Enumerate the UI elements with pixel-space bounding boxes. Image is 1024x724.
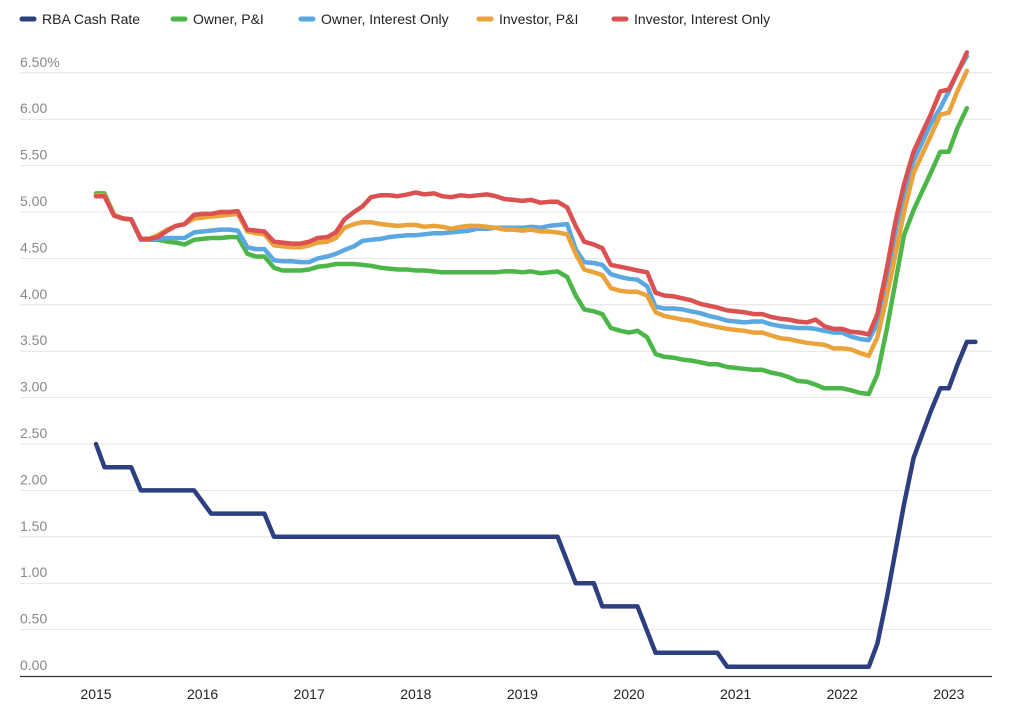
y-tick-label: 3.50: [20, 332, 47, 348]
x-tick-label: 2019: [507, 686, 538, 702]
y-axis-tick-labels: 0.00 0.50 1.00 1.50 2.00 2.50 3.00 3.50 4.00 4.50…: [20, 54, 60, 673]
y-tick-label: 1.50: [20, 518, 47, 534]
y-tick-label: 5.00: [20, 193, 47, 209]
series-line-owner-interest-only: [93, 53, 970, 343]
series-line-rba-cash-rate: [93, 339, 978, 669]
y-tick-label: 4.50: [20, 239, 47, 255]
y-tick-label: 6.50%: [20, 54, 60, 70]
legend-label: Investor, Interest Only: [634, 11, 770, 27]
legend-label: Investor, P&I: [499, 11, 578, 27]
y-tick-label: 0.00: [20, 657, 47, 673]
series-line-owner-p-i: [93, 105, 970, 397]
x-tick-label: 2016: [187, 686, 218, 702]
legend: RBA Cash Rate Owner, P&I Owner, Interest O…: [19, 11, 770, 27]
gridlines: [20, 72, 992, 631]
x-axis-tick-labels: 2015 2016 2017 2018 2019 2020 2021 2022 2023: [80, 686, 964, 702]
legend-label: RBA Cash Rate: [42, 11, 140, 27]
x-tick-label: 2023: [933, 686, 964, 702]
x-tick-label: 2020: [613, 686, 644, 702]
legend-label: Owner, Interest Only: [321, 11, 449, 27]
y-tick-label: 1.00: [20, 564, 47, 580]
x-tick-label: 2021: [720, 686, 751, 702]
x-tick-label: 2022: [827, 686, 858, 702]
y-tick-label: 3.00: [20, 379, 47, 395]
y-tick-label: 6.00: [20, 100, 47, 116]
y-tick-label: 0.50: [20, 611, 47, 627]
y-tick-label: 4.00: [20, 286, 47, 302]
y-tick-label: 2.50: [20, 425, 47, 441]
series-lines: [93, 50, 978, 669]
legend-label: Owner, P&I: [193, 11, 264, 27]
x-tick-label: 2015: [80, 686, 111, 702]
series-line-investor-interest-only: [93, 50, 970, 337]
x-tick-label: 2017: [294, 686, 325, 702]
y-tick-label: 5.50: [20, 147, 47, 163]
y-tick-label: 2.00: [20, 471, 47, 487]
x-tick-label: 2018: [400, 686, 431, 702]
